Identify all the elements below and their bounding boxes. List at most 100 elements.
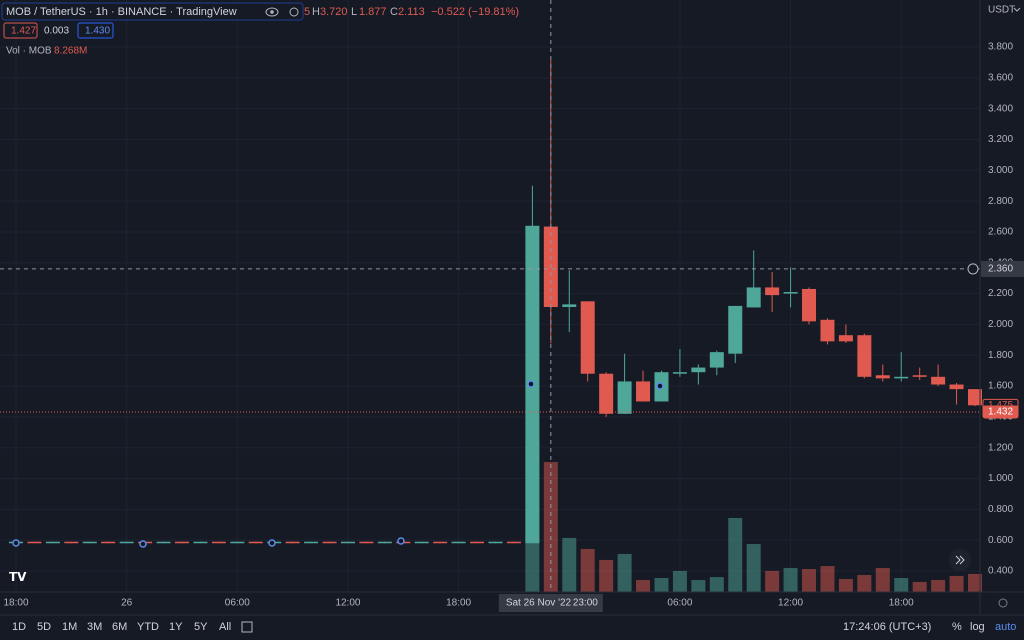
volume-bar xyxy=(949,575,964,592)
y-tick-label: 0.600 xyxy=(988,535,1013,546)
x-tick-label: 12:00 xyxy=(778,598,803,609)
volume-bar xyxy=(599,559,614,592)
event-marker[interactable] xyxy=(527,380,535,388)
candle-body xyxy=(802,288,817,322)
candle-body xyxy=(451,541,466,544)
volume-bar xyxy=(912,581,927,592)
change: −0.522 (−19.81%) xyxy=(431,6,519,18)
range-button[interactable]: 5D xyxy=(37,621,51,633)
candle-body xyxy=(746,287,761,308)
candle-body xyxy=(894,376,909,379)
candle-body xyxy=(636,381,651,402)
volume-bar xyxy=(802,569,817,592)
candle-body xyxy=(101,541,116,544)
x-tick-label: 06:00 xyxy=(667,598,692,609)
time-axis-settings[interactable] xyxy=(998,598,1008,608)
x-tick-label: 12:00 xyxy=(335,598,360,609)
y-tick-label: 2.600 xyxy=(988,227,1013,238)
range-button[interactable]: 1D xyxy=(12,621,26,633)
ohlc-value: 1.877 xyxy=(359,6,387,18)
crosshair-time: 23:00 xyxy=(573,598,598,609)
ohlc-value: 2.113 xyxy=(398,6,425,18)
candle-body xyxy=(728,305,743,354)
candle-body xyxy=(875,375,890,379)
range-button[interactable]: 5Y xyxy=(194,621,208,633)
y-tick-label: 0.400 xyxy=(988,566,1013,577)
currency-dropdown[interactable] xyxy=(1013,7,1021,12)
range-button[interactable]: 3M xyxy=(87,621,102,633)
candle-body xyxy=(672,372,687,374)
y-tick-label: 1.800 xyxy=(988,350,1013,361)
scale-option[interactable]: auto xyxy=(995,621,1016,633)
crosshair-price-box xyxy=(981,260,1024,277)
bid: 1.427 xyxy=(11,26,36,37)
event-marker[interactable] xyxy=(268,539,276,547)
range-button[interactable]: 6M xyxy=(112,621,127,633)
event-marker[interactable] xyxy=(139,540,147,548)
ohlc-label: C xyxy=(390,6,398,18)
y-tick-label: 2.000 xyxy=(988,319,1013,330)
y-tick-label: 3.800 xyxy=(988,42,1013,53)
y-tick-label: 1.200 xyxy=(988,442,1013,453)
candle-body xyxy=(433,541,448,544)
candle-body xyxy=(820,319,835,342)
y-tick-label: 3.000 xyxy=(988,165,1013,176)
range-button[interactable]: 1M xyxy=(62,621,77,633)
scale-option[interactable]: % xyxy=(952,621,962,633)
range-button[interactable]: All xyxy=(219,621,231,633)
settings-icon[interactable] xyxy=(289,7,299,17)
candle-body xyxy=(580,301,595,374)
ohlc-value: 3.720 xyxy=(320,6,348,18)
x-tick-label: 06:00 xyxy=(225,598,250,609)
scale-option[interactable]: log xyxy=(970,621,985,633)
event-marker[interactable] xyxy=(656,382,664,390)
ask-box[interactable] xyxy=(77,22,114,39)
candle-body xyxy=(156,541,171,544)
candle-body xyxy=(506,541,521,544)
y-tick-label: 2.200 xyxy=(988,288,1013,299)
candle-body xyxy=(470,541,485,544)
volume-bar xyxy=(562,537,577,592)
event-marker[interactable] xyxy=(397,537,405,545)
volume-bar xyxy=(709,577,724,592)
open-fragment: 5 xyxy=(304,6,310,18)
event-marker[interactable] xyxy=(12,539,20,547)
ohlc-label: H xyxy=(312,6,320,18)
y-tick-label: 3.200 xyxy=(988,134,1013,145)
candle-body xyxy=(562,304,577,307)
x-tick-label: 18:00 xyxy=(446,598,471,609)
volume-value: 8.268M xyxy=(54,46,87,57)
y-tick-label: 2.800 xyxy=(988,196,1013,207)
candle-body xyxy=(230,541,245,544)
add-alert-button[interactable] xyxy=(967,263,979,275)
symbol: MOB / TetherUS · 1h · BINANCE · TradingV… xyxy=(6,6,237,18)
volume-bar xyxy=(931,580,946,592)
date-range-icon[interactable] xyxy=(241,621,253,633)
y-tick-label: 0.800 xyxy=(988,504,1013,515)
volume-label: Vol · MOB xyxy=(6,46,52,57)
volume-bar xyxy=(820,566,835,592)
currency: USDT xyxy=(988,5,1015,16)
candle-body xyxy=(414,541,429,544)
scroll-right-button[interactable] xyxy=(949,549,971,571)
ohlc-label: L xyxy=(351,6,357,18)
candle-body xyxy=(304,541,319,544)
range-button[interactable]: YTD xyxy=(137,621,159,633)
range-button[interactable]: 1Y xyxy=(169,621,183,633)
y-tick-label: 1.000 xyxy=(988,473,1013,484)
symbol-box[interactable] xyxy=(1,2,304,21)
bid-box[interactable] xyxy=(3,22,38,39)
candle-body xyxy=(45,541,60,544)
tv-logo[interactable]: 𝗧𝗩 xyxy=(9,570,27,584)
volume-bar xyxy=(765,570,780,592)
eye-icon[interactable] xyxy=(265,7,279,17)
candle-body xyxy=(174,541,189,544)
volume-bar xyxy=(617,553,632,592)
candle-body xyxy=(488,541,503,544)
crosshair-time-box xyxy=(498,594,603,612)
volume-bar xyxy=(875,567,890,592)
volume-bar xyxy=(654,578,669,592)
